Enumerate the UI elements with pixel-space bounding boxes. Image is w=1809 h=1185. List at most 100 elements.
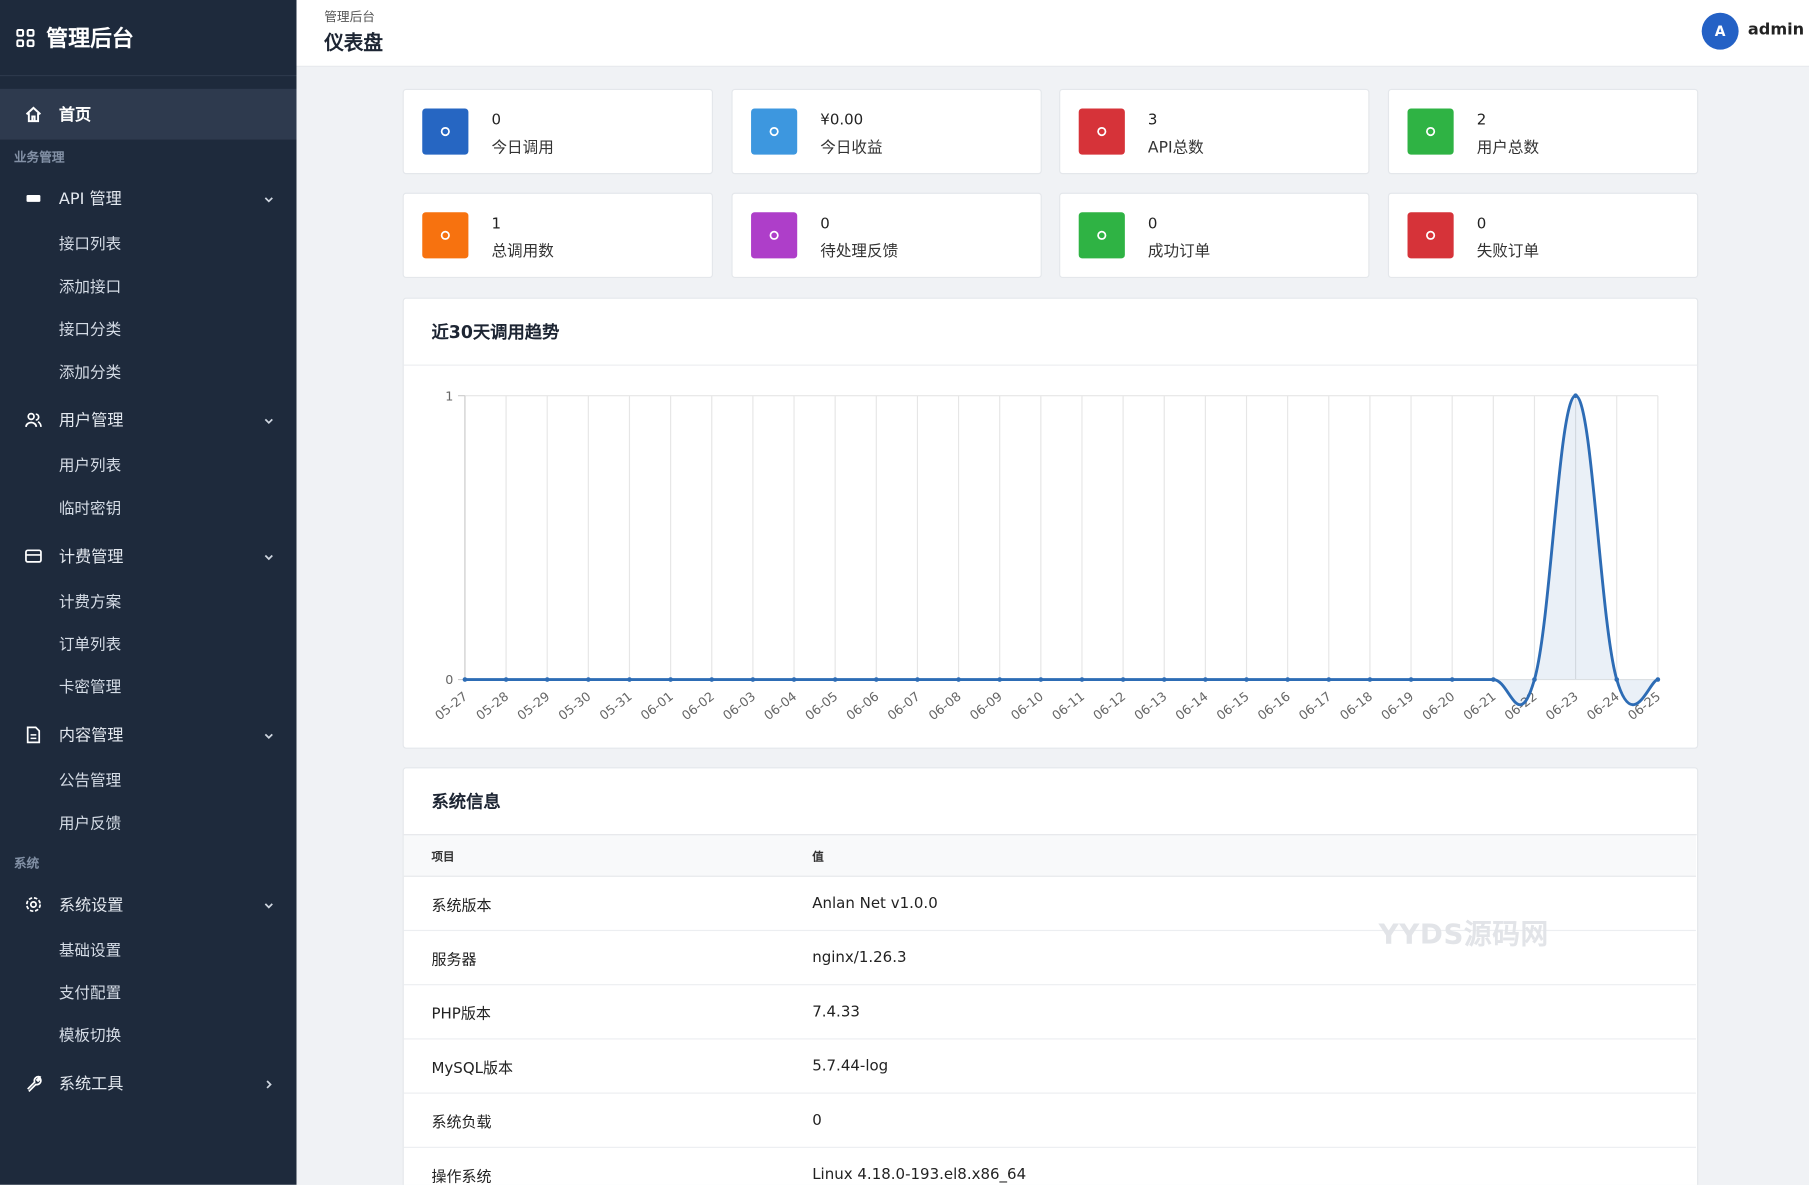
stat-card: 2 用户总数 (1387, 88, 1699, 175)
avatar[interactable]: A (1701, 12, 1739, 50)
point (668, 677, 673, 682)
point (1408, 677, 1414, 682)
point (956, 677, 961, 682)
table-row: 操作系统 Linux 4.18.0-193.el8.x86_64 (403, 1147, 1696, 1185)
chart-title: 近30天调用趋势 (431, 321, 560, 343)
x-tick-label: 05-28 (473, 689, 511, 724)
menu-group[interactable]: 系统设置 (0, 879, 297, 930)
submenu-item[interactable]: 临时密钥 (58, 499, 122, 519)
menu-icon (0, 547, 59, 565)
submenu-item[interactable]: 卡密管理 (58, 678, 122, 697)
x-tick-label: 06-06 (843, 689, 881, 724)
stat-label: API总数 (1147, 138, 1204, 157)
x-tick-label: 06-14 (1172, 689, 1210, 724)
table-header-cell: 项目 (403, 834, 812, 877)
menu-home[interactable]: 首页 (0, 88, 297, 140)
point (873, 677, 879, 682)
chevron (263, 192, 275, 210)
table-row: MySQL版本 5.7.44-log (403, 1038, 1696, 1094)
stat-value: 0 (820, 215, 830, 234)
table-body: 系统版本 Anlan Net v1.0.0 服务器 nginx/1.26.3 PHP版本… (403, 876, 1696, 1185)
table-header: 项目值 (403, 834, 1696, 877)
x-tick-label: 06-02 (679, 689, 717, 724)
stat-value: ¥0.00 (820, 111, 864, 130)
menu-group[interactable]: 内容管理 (0, 710, 297, 761)
menu-group[interactable]: 系统工具 (0, 1058, 297, 1109)
stat-value: 3 (1147, 111, 1158, 130)
submenu-item[interactable]: 用户反馈 (58, 814, 122, 833)
menu-icon (0, 411, 59, 429)
menu-group[interactable]: 用户管理 (0, 395, 297, 446)
submenu-item[interactable]: 订单列表 (58, 635, 122, 655)
table-row: 服务器 nginx/1.26.3 (403, 930, 1696, 986)
x-tick-label: 06-03 (720, 689, 758, 724)
submenu-item[interactable]: 模板切换 (58, 1026, 122, 1046)
x-tick-label: 06-19 (1378, 689, 1416, 724)
card-header: 近30天调用趋势 (403, 299, 1698, 366)
stat-card: 1 总调用数 (402, 192, 713, 279)
x-tick-label: 06-05 (802, 689, 840, 724)
table-cell: MySQL版本 (403, 1038, 812, 1094)
table-cell: Anlan Net v1.0.0 (811, 876, 1696, 932)
menu-label: 系统工具 (58, 1075, 124, 1094)
stat-value: 2 (1476, 111, 1487, 130)
submenu-item[interactable]: 用户列表 (58, 456, 122, 476)
x-tick-label: 06-20 (1419, 689, 1457, 724)
table-header-cell: 值 (811, 834, 1696, 877)
stat-label: 用户总数 (1476, 138, 1540, 157)
menu-icon (0, 189, 59, 207)
point (586, 677, 591, 682)
point (709, 677, 715, 682)
x-tick-label: 05-31 (596, 689, 634, 724)
point (544, 677, 550, 682)
point (750, 677, 756, 682)
point (915, 677, 920, 682)
point (791, 677, 797, 682)
stat-icon (1078, 212, 1125, 259)
menu: 业务管理 API 管理 接口列表添加接口接口分类添加分类用户管理用户列表临时密钥计费… (0, 140, 297, 1109)
stat-icon (751, 108, 798, 155)
brand-text: 管理后台 (46, 26, 134, 52)
x-tick-label: 05-30 (555, 689, 593, 724)
stat-label: 今日收益 (820, 138, 883, 157)
point (1079, 677, 1085, 682)
point (1532, 677, 1537, 682)
menu-section: 业务管理 (13, 149, 65, 165)
menu-group[interactable]: API 管理 (0, 173, 297, 224)
submenu-item[interactable]: 接口分类 (58, 320, 122, 340)
submenu-item[interactable]: 添加接口 (58, 278, 122, 297)
submenu-item[interactable]: 接口列表 (58, 235, 122, 254)
card-header: 系统信息 (403, 768, 1698, 836)
chevron (263, 549, 275, 567)
submenu-item[interactable]: 基础设置 (58, 941, 122, 960)
line (464, 394, 1659, 707)
menu-label: 首页 (58, 106, 92, 125)
x-tick-label: 06-18 (1337, 689, 1375, 724)
menu-label: 内容管理 (58, 726, 124, 746)
point (1038, 677, 1044, 682)
breadcrumb[interactable]: 管理后台 (324, 9, 375, 25)
watermark: YYDS源码网 (1378, 918, 1549, 951)
submenu-item[interactable]: 支付配置 (58, 984, 122, 1003)
x-tick-label: 06-08 (926, 689, 964, 724)
table-row: 系统版本 Anlan Net v1.0.0 (403, 876, 1696, 932)
point (1244, 677, 1249, 682)
point (503, 677, 509, 682)
stat-value: 0 (1476, 215, 1487, 234)
submenu-item[interactable]: 计费方案 (58, 593, 122, 612)
x-tick-label: 06-04 (761, 689, 799, 724)
submenu-item[interactable]: 公告管理 (58, 771, 122, 791)
menu-group[interactable]: 计费管理 (0, 531, 297, 582)
table-cell: Linux 4.18.0-193.el8.x86_64 (811, 1147, 1696, 1185)
submenu-item[interactable]: 添加分类 (58, 363, 122, 382)
stat-label: 成功订单 (1147, 242, 1211, 261)
username[interactable]: admin (1747, 20, 1805, 40)
brand-icon (16, 28, 35, 47)
menu-label: API 管理 (58, 190, 122, 209)
stat-icon (751, 212, 798, 259)
chevron (263, 1076, 275, 1094)
point (832, 677, 838, 682)
menu-icon (0, 895, 59, 913)
menu-label: 用户管理 (58, 411, 124, 431)
